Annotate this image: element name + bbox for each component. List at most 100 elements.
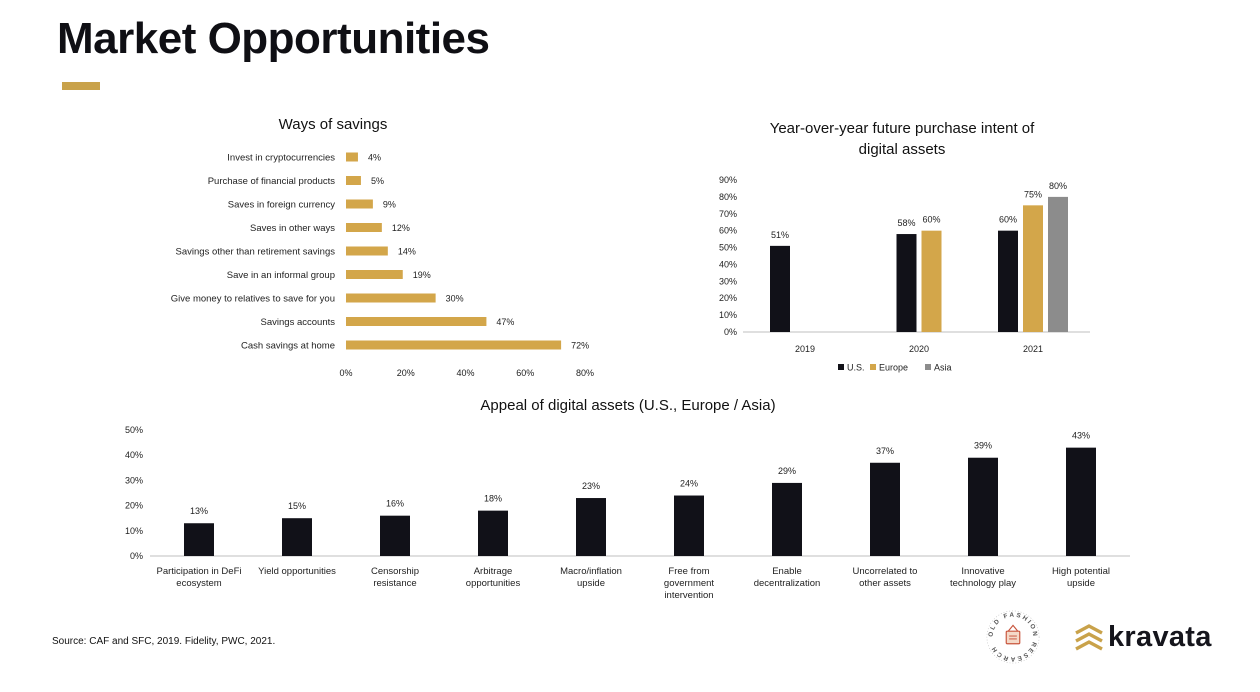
kravata-logo: kravata [1074, 621, 1212, 654]
savings-bar [346, 340, 562, 350]
appeal-bar [184, 523, 214, 556]
appeal-category-label: decentralization [754, 578, 821, 589]
appeal-bar [478, 510, 508, 556]
intent-y-tick: 20% [719, 293, 737, 303]
appeal-value-label: 23% [582, 481, 600, 491]
savings-value-label: 9% [383, 200, 396, 210]
intent-legend-label: U.S. [847, 363, 865, 373]
appeal-category-label: Macro/inflation [560, 566, 622, 577]
savings-bar [346, 246, 388, 256]
savings-value-label: 30% [446, 294, 464, 304]
appeal-category-label: Free from [668, 566, 709, 577]
intent-y-tick: 70% [719, 209, 737, 219]
intent-value-label: 60% [999, 215, 1017, 225]
intent-bar-europe [1023, 205, 1043, 332]
appeal-category-label: High potential [1052, 566, 1110, 577]
savings-category-label: Saves in other ways [250, 223, 335, 234]
savings-value-label: 14% [398, 247, 416, 257]
savings-category-label: Cash savings at home [241, 341, 335, 352]
intent-legend-label: Europe [879, 363, 908, 373]
savings-bar [346, 317, 487, 326]
page-title: Market Opportunities [57, 14, 490, 63]
savings-category-label: Save in an informal group [227, 270, 335, 281]
old-fashion-research-seal: OLD FASHION RESEARCH [986, 610, 1040, 664]
savings-category-label: Purchase of financial products [208, 176, 336, 187]
intent-value-label: 51% [771, 230, 789, 240]
appeal-bar [870, 462, 900, 556]
intent-category-label: 2021 [1023, 344, 1043, 354]
savings-category-label: Savings accounts [261, 317, 336, 328]
appeal-category-label: intervention [664, 590, 713, 601]
appeal-category-label: Arbitrage [474, 566, 513, 577]
appeal-category-label: technology play [950, 578, 1016, 589]
savings-category-label: Saves in foreign currency [228, 200, 335, 211]
appeal-category-label: other assets [859, 578, 911, 589]
savings-x-tick: 20% [397, 368, 415, 378]
intent-bar-us [770, 245, 790, 332]
intent-y-tick: 50% [719, 243, 737, 253]
savings-bar [346, 293, 436, 303]
appeal-category-label: Innovative [961, 566, 1004, 577]
savings-bar [346, 270, 403, 279]
appeal-bar [380, 515, 410, 556]
appeal-y-tick: 50% [125, 425, 143, 435]
appeal-value-label: 18% [484, 494, 502, 504]
appeal-category-label: upside [1067, 578, 1095, 589]
appeal-bar [968, 457, 998, 556]
intent-y-tick: 10% [719, 310, 737, 320]
appeal-category-label: Enable [772, 566, 802, 577]
appeal-value-label: 39% [974, 441, 992, 451]
appeal-value-label: 29% [778, 466, 796, 476]
intent-category-label: 2020 [909, 344, 929, 354]
savings-x-tick: 40% [456, 368, 474, 378]
intent-legend-swatch [838, 364, 844, 370]
intent-y-tick: 30% [719, 276, 737, 286]
savings-category-label: Invest in cryptocurrencies [227, 153, 335, 164]
savings-x-tick: 80% [576, 368, 594, 378]
appeal-y-tick: 10% [125, 526, 143, 536]
intent-y-tick: 40% [719, 259, 737, 269]
savings-bar [346, 176, 361, 185]
appeal-y-tick: 30% [125, 475, 143, 485]
savings-x-tick: 60% [516, 368, 534, 378]
intent-title-line: digital assets [859, 141, 946, 158]
appeal-category-label: Yield opportunities [258, 566, 336, 577]
savings-x-tick: 0% [339, 368, 352, 378]
intent-legend-label: Asia [934, 363, 952, 373]
intent-bar-us [998, 230, 1018, 332]
kravata-chevrons-icon [1075, 623, 1103, 650]
intent-y-tick: 90% [719, 175, 737, 185]
appeal-category-label: Censorship [371, 566, 419, 577]
savings-value-label: 4% [368, 153, 381, 163]
appeal-value-label: 13% [190, 506, 208, 516]
appeal-y-tick: 0% [130, 551, 143, 561]
savings-bar [346, 199, 373, 209]
intent-value-label: 75% [1024, 189, 1042, 199]
appeal-y-tick: 40% [125, 450, 143, 460]
savings-category-label: Give money to relatives to save for you [171, 294, 335, 305]
appeal-bar [576, 498, 606, 556]
savings-bar [346, 152, 358, 162]
intent-value-label: 60% [922, 215, 940, 225]
savings-bar [346, 223, 382, 232]
appeal-value-label: 43% [1072, 431, 1090, 441]
savings-category-label: Savings other than retirement savings [176, 247, 336, 258]
appeal-value-label: 24% [680, 479, 698, 489]
appeal-bar [674, 495, 704, 556]
appeal-bar [1066, 447, 1096, 556]
appeal-bar [282, 518, 312, 556]
title-accent-bar [62, 82, 100, 90]
savings-value-label: 12% [392, 223, 410, 233]
intent-value-label: 58% [897, 218, 915, 228]
intent-legend-swatch [870, 364, 876, 370]
savings-value-label: 5% [371, 176, 384, 186]
appeal-value-label: 37% [876, 446, 894, 456]
brand-name: kravata [1108, 621, 1212, 653]
intent-y-tick: 0% [724, 327, 737, 337]
intent-legend-swatch [925, 364, 931, 370]
source-note: Source: CAF and SFC, 2019. Fidelity, PWC… [52, 636, 276, 647]
savings-value-label: 72% [571, 341, 589, 351]
intent-bar-europe [921, 230, 942, 332]
